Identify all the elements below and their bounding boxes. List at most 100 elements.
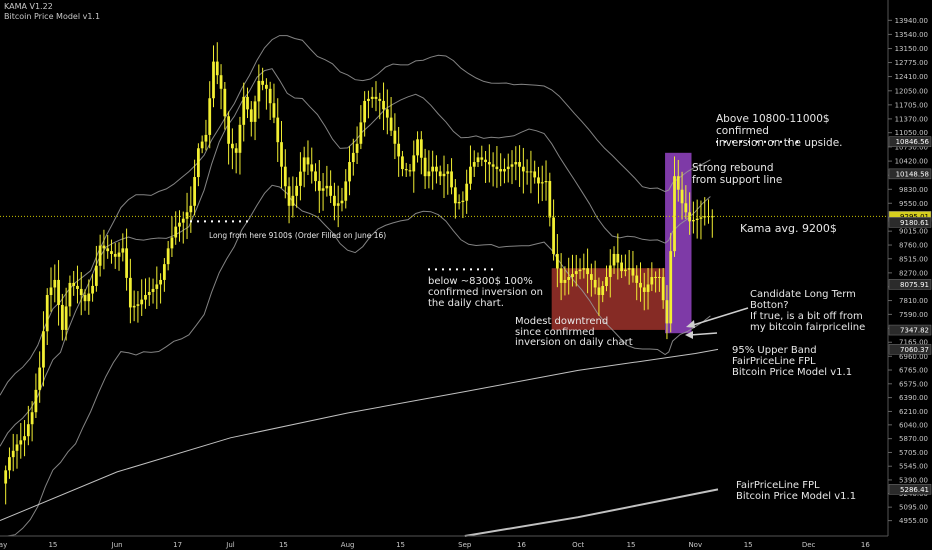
candle-body <box>174 226 178 238</box>
candle-body <box>548 180 552 218</box>
y-tick-label: 6390.00 <box>899 394 928 402</box>
candle-body <box>49 287 53 296</box>
y-tick-label: 5545.00 <box>899 463 928 471</box>
candle-body <box>673 176 676 252</box>
candle-body <box>185 212 189 219</box>
candle-body <box>227 116 231 144</box>
candle-body <box>525 171 529 173</box>
candle-body <box>34 389 38 413</box>
candle-body <box>597 287 601 296</box>
candle-body <box>310 164 314 172</box>
annotation-long-entry: Long from here 9100$ (Order Filled on Ju… <box>209 231 387 240</box>
x-tick-label: Nov <box>688 541 702 549</box>
candle-body <box>514 162 518 165</box>
annotation-modest-downtrend: Modest downtrend since confirmed inversi… <box>515 316 633 348</box>
y-tick-label: 4955.00 <box>899 517 928 525</box>
candle-body <box>102 245 106 249</box>
kama-lower-band <box>0 184 711 537</box>
candle-body <box>238 124 242 153</box>
candle-body <box>688 212 692 222</box>
candle-body <box>344 181 348 201</box>
y-tick-label: 9830.00 <box>899 186 928 194</box>
candle-body <box>268 88 272 104</box>
candle-body <box>261 80 265 85</box>
candle-body <box>110 251 113 254</box>
candle-body <box>503 169 506 172</box>
price-tag-label: 7060.37 <box>900 346 929 354</box>
candle-body <box>404 169 408 171</box>
candle-body <box>627 268 631 270</box>
x-tick-label: 15 <box>279 541 288 549</box>
candle-body <box>631 268 635 276</box>
candle-body <box>128 277 132 308</box>
y-tick-label: 13150.00 <box>895 45 928 53</box>
candle-body <box>612 253 616 266</box>
price-tag-label: 5286.41 <box>900 486 929 494</box>
x-tick-label: 15 <box>627 541 636 549</box>
candle-body <box>253 101 257 122</box>
candle-body <box>215 61 219 76</box>
candle-body <box>370 96 374 99</box>
candle-body <box>533 171 537 178</box>
candle-body <box>442 173 446 177</box>
annotation-above-inversion: Above 10800-11000$ confirmed inversion o… <box>716 113 843 149</box>
y-tick-label: 6575.00 <box>899 380 928 388</box>
candle-body <box>72 282 76 286</box>
price-tag-label: 8075.91 <box>900 281 929 289</box>
legend: KAMA V1.22 Bitcoin Price Model v1.1 <box>4 2 100 22</box>
candle-body <box>389 117 393 131</box>
candle-body <box>76 285 79 289</box>
candle-body <box>295 185 299 196</box>
candle-body <box>692 220 695 222</box>
candle-body <box>151 288 155 292</box>
y-tick-label: 9550.00 <box>899 200 928 208</box>
y-tick-label: 13540.00 <box>895 31 928 39</box>
price-tag-box <box>888 324 932 336</box>
candle-body <box>529 171 533 173</box>
y-tick-label: 8515.00 <box>899 255 928 263</box>
candle-body <box>125 248 128 278</box>
candle-body <box>378 98 382 101</box>
candle-body <box>204 134 208 142</box>
candle-body <box>336 203 340 206</box>
y-tick-label: 9015.00 <box>899 228 928 236</box>
candle-body <box>650 276 654 285</box>
downtrend-highlight-box <box>551 268 666 330</box>
y-tick-label: 7810.00 <box>899 297 928 305</box>
y-tick-label: 5095.00 <box>899 504 928 512</box>
candle-body <box>19 440 23 445</box>
annotation-below-inversion: below ~8300$ 100% confirmed inversion on… <box>428 276 543 309</box>
x-tick-label: 16 <box>861 541 870 549</box>
price-tag-box <box>888 279 932 290</box>
candle-body <box>106 248 110 252</box>
candle-body <box>537 177 540 184</box>
x-tick-label: 15 <box>744 541 753 549</box>
x-tick-label: 16 <box>517 541 526 549</box>
y-tick-label: 5390.00 <box>899 476 928 484</box>
candle-body <box>703 216 707 218</box>
candle-body <box>499 169 503 172</box>
candle-body <box>193 177 196 206</box>
candle-body <box>510 164 514 167</box>
candle-body <box>333 195 336 206</box>
candle-body <box>178 222 181 227</box>
candle-body <box>457 202 461 204</box>
candle-body <box>363 100 367 123</box>
y-tick-label: 11705.00 <box>895 101 928 109</box>
candle-body <box>272 103 276 118</box>
candle-body <box>450 171 453 188</box>
legend-indicator-model: Bitcoin Price Model v1.1 <box>4 12 101 21</box>
candle-body <box>521 166 525 172</box>
candle-body <box>552 217 555 254</box>
candle-body <box>57 279 60 305</box>
candle-body <box>665 300 669 324</box>
candle-body <box>53 279 57 288</box>
candle-body <box>469 166 472 184</box>
x-tick-label: Jul <box>225 541 235 549</box>
candle-body <box>212 61 215 99</box>
x-tick-label: 15 <box>48 541 57 549</box>
candle-body <box>79 288 83 296</box>
candle-body <box>265 84 268 89</box>
candle-body <box>620 262 623 272</box>
